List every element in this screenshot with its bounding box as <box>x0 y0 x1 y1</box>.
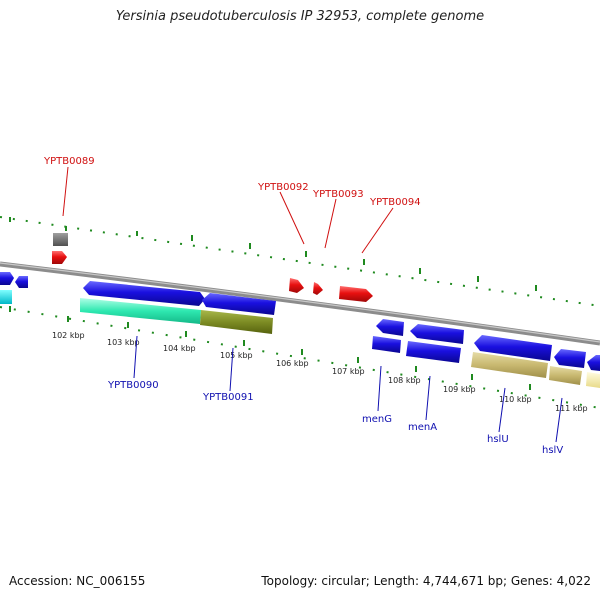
gene-ypb0091[interactable] <box>202 293 276 315</box>
gene-ypb0094[interactable] <box>339 286 373 302</box>
gene-ypb0090[interactable] <box>83 281 205 306</box>
genome-backbone <box>0 261 600 346</box>
label-mena[interactable]: menA <box>408 422 437 433</box>
label-hslv[interactable]: hslV <box>542 445 563 456</box>
map-title: Yersinia pseudotuberculosis IP 32953, co… <box>115 9 485 24</box>
tick-label: 109 kbp <box>443 385 476 394</box>
gene-mena[interactable] <box>406 341 461 363</box>
tick-label: 102 kbp <box>52 331 85 340</box>
gene-ypb0092[interactable] <box>289 278 304 293</box>
gene-left-2[interactable] <box>15 276 28 288</box>
gene-left-1[interactable] <box>0 272 14 285</box>
label-leaders <box>62 166 563 443</box>
label-ypb0089[interactable]: YPTB0089 <box>43 156 95 167</box>
tick-label: 104 kbp <box>163 344 196 353</box>
gene-hslu-a[interactable] <box>474 335 552 361</box>
label-meng[interactable]: menG <box>362 414 392 425</box>
scale-ticks: 102 kbp 103 kbp 104 kbp 105 kbp 106 kbp … <box>52 331 588 413</box>
tick-label: 103 kbp <box>107 338 140 347</box>
tick-label: 107 kbp <box>332 367 365 376</box>
gene-meng-a[interactable] <box>376 319 404 336</box>
gc-tall-ticks <box>9 217 537 390</box>
topology-text: Topology: circular; Length: 4,744,671 bp… <box>261 574 591 588</box>
tick-label: 111 kbp <box>555 404 588 413</box>
tick-label: 105 kbp <box>220 351 253 360</box>
genome-backbone-highlight <box>0 262 600 343</box>
gene-ypb0089[interactable] <box>52 251 67 264</box>
gene-mena-a[interactable] <box>410 324 464 344</box>
bar-teal <box>80 298 201 324</box>
accession-text: Accession: NC_006155 <box>9 574 146 588</box>
gene-hslv-a[interactable] <box>554 349 586 368</box>
gene-meng[interactable] <box>372 336 401 353</box>
label-ypb0093[interactable]: YPTB0093 <box>312 189 364 200</box>
tick-label: 110 kbp <box>499 395 532 404</box>
gene-ypb0093[interactable] <box>313 282 323 295</box>
label-ypb0094[interactable]: YPTB0094 <box>369 197 421 208</box>
gene-right-edge[interactable] <box>587 355 600 371</box>
label-ypb0091[interactable]: YPTB0091 <box>202 392 254 403</box>
tick-label: 106 kbp <box>276 359 309 368</box>
gene-labels: YPTB0089 YPTB0092 YPTB0093 YPTB0094 YPTB… <box>43 156 563 456</box>
label-ypb0092[interactable]: YPTB0092 <box>257 182 309 193</box>
gene-features-forward <box>0 233 373 315</box>
gene-ypb0089-gray[interactable] <box>53 233 68 246</box>
bar-khaki-2 <box>549 366 582 385</box>
tick-label: 108 kbp <box>388 376 421 385</box>
gene-features-reverse <box>0 290 600 388</box>
bar-olive <box>200 310 273 334</box>
label-hslu[interactable]: hslU <box>487 434 509 445</box>
label-ypb0090[interactable]: YPTB0090 <box>107 380 159 391</box>
bar-yellow <box>586 372 600 388</box>
bar-khaki-1 <box>471 352 548 378</box>
gene-left-cyan[interactable] <box>0 290 12 304</box>
